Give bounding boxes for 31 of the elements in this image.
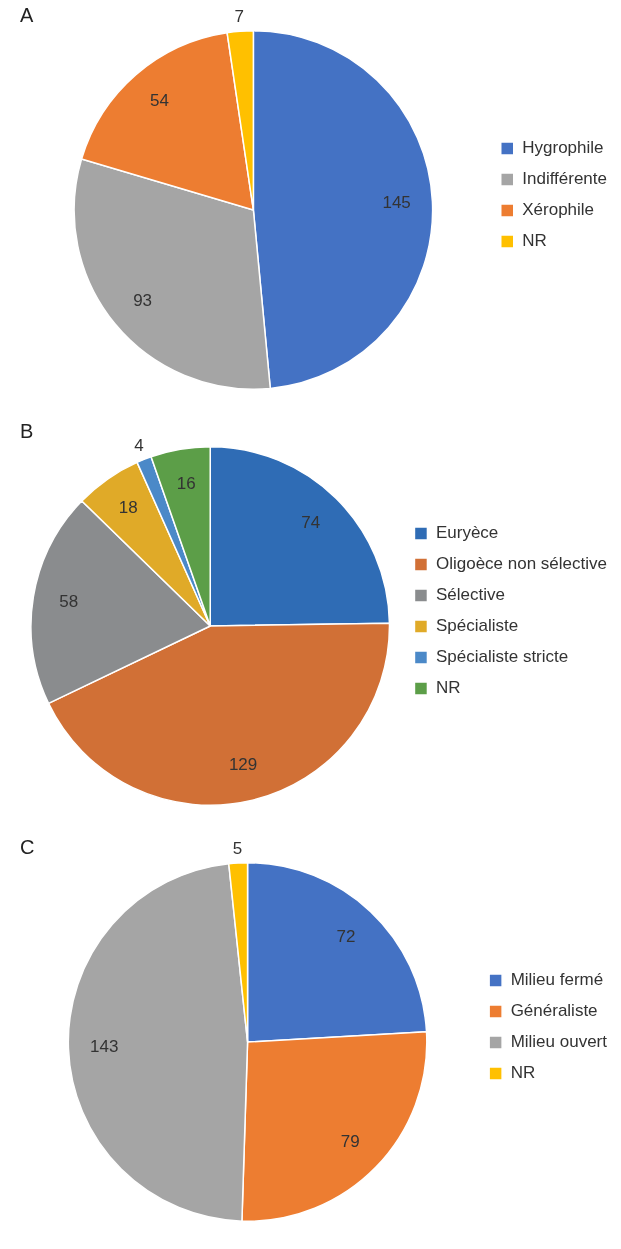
- data-label: 4: [134, 436, 144, 456]
- data-label: 74: [301, 513, 321, 533]
- data-label: 93: [133, 290, 153, 310]
- data-label: 72: [336, 927, 356, 947]
- legend-label: Spécialiste: [435, 616, 519, 636]
- data-label: 54: [149, 91, 169, 111]
- data-label: 58: [59, 592, 79, 612]
- data-label: 143: [90, 1036, 119, 1056]
- legend-label: Indifférente: [522, 169, 608, 189]
- chart-title: C: [20, 835, 35, 858]
- legend-label: NR: [522, 231, 547, 251]
- chart-title: B: [20, 419, 34, 442]
- legend-label: Oligoèce non sélective: [435, 554, 607, 574]
- legend-label: Généraliste: [510, 1001, 598, 1021]
- legend-label: NR: [435, 678, 461, 698]
- data-label: 79: [340, 1131, 360, 1151]
- data-label: 18: [118, 498, 138, 518]
- data-label: 129: [228, 755, 258, 775]
- data-label: 7: [234, 6, 244, 26]
- legend-label: NR: [510, 1063, 536, 1083]
- legend-label: Milieu ouvert: [510, 1032, 608, 1052]
- data-label: 145: [382, 192, 411, 212]
- legend-label: Euryèce: [435, 523, 499, 543]
- legend-label: Spécialiste stricte: [435, 647, 569, 667]
- legend-label: Sélective: [435, 585, 505, 605]
- chart-title: A: [20, 3, 34, 26]
- legend-label: Milieu fermé: [510, 970, 604, 990]
- data-label: 5: [232, 838, 243, 858]
- legend-label: Hygrophile: [522, 138, 604, 158]
- legend-label: Xérophile: [522, 200, 595, 220]
- data-label: 16: [176, 474, 196, 494]
